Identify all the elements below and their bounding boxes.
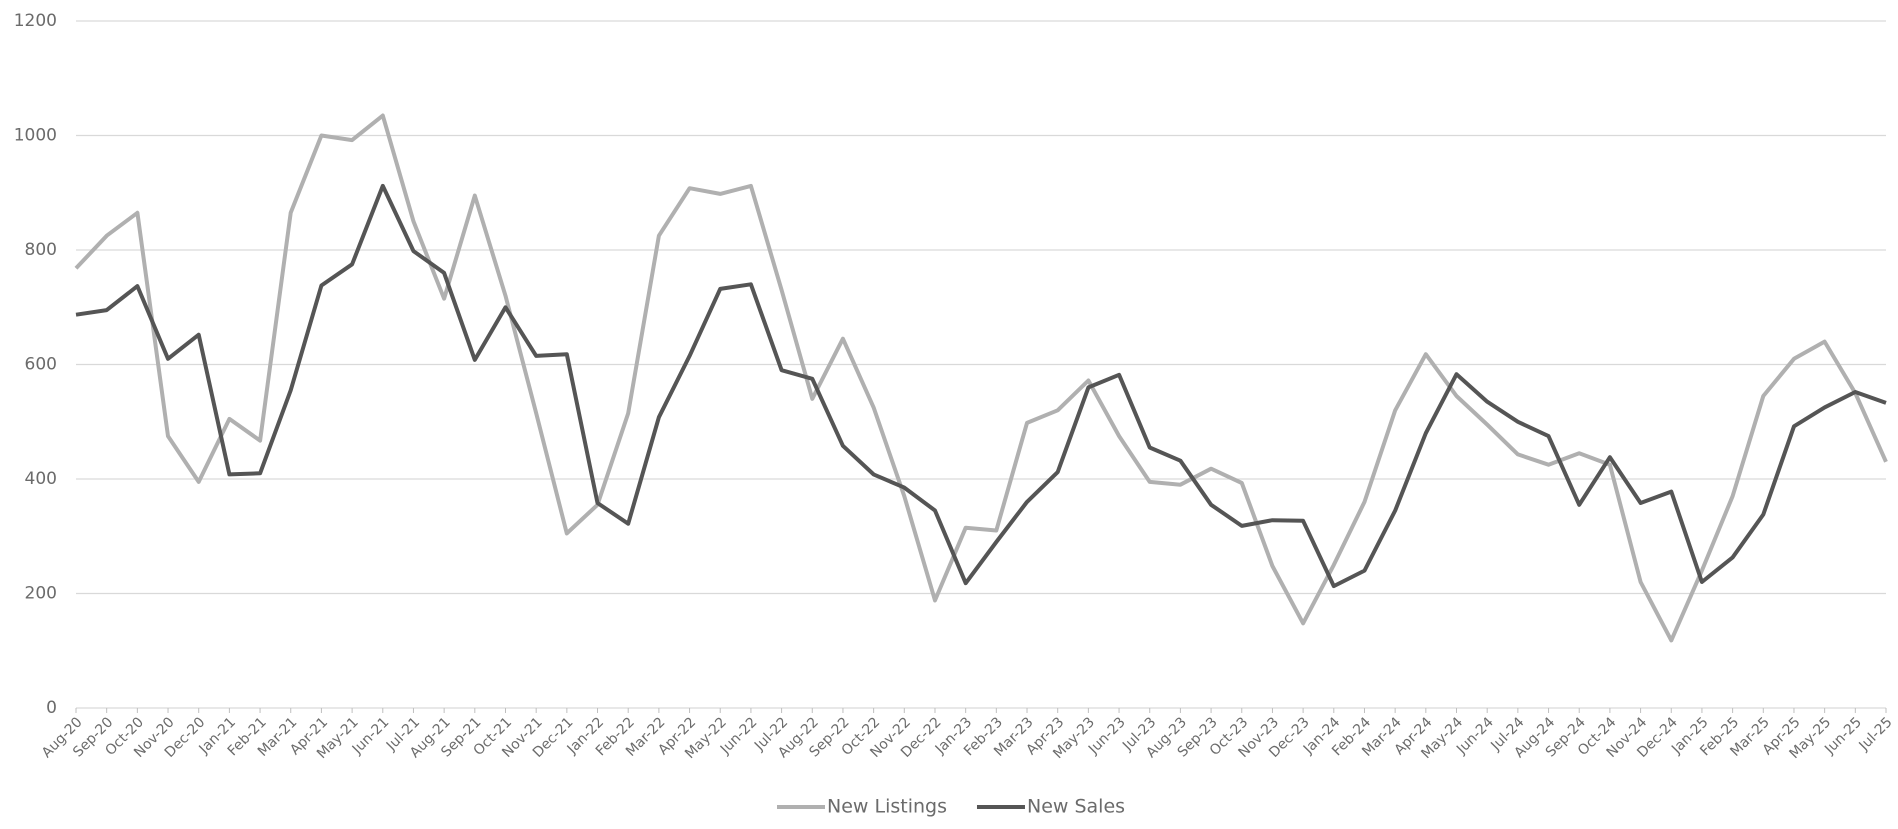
y-tick-label: 400 xyxy=(25,469,57,489)
series-line xyxy=(75,183,1887,589)
y-tick-label: 200 xyxy=(25,584,57,604)
y-tick-label: 0 xyxy=(46,698,57,718)
legend-label: New Listings xyxy=(827,796,947,818)
y-tick-label: 1200 xyxy=(14,11,57,31)
x-tick-label: Jul-25 xyxy=(1856,714,1896,754)
y-tick-label: 800 xyxy=(25,240,57,260)
legend-label: New Sales xyxy=(1027,796,1125,818)
series-line xyxy=(74,113,1888,643)
y-tick-label: 1000 xyxy=(14,126,57,146)
y-tick-label: 600 xyxy=(25,355,57,375)
